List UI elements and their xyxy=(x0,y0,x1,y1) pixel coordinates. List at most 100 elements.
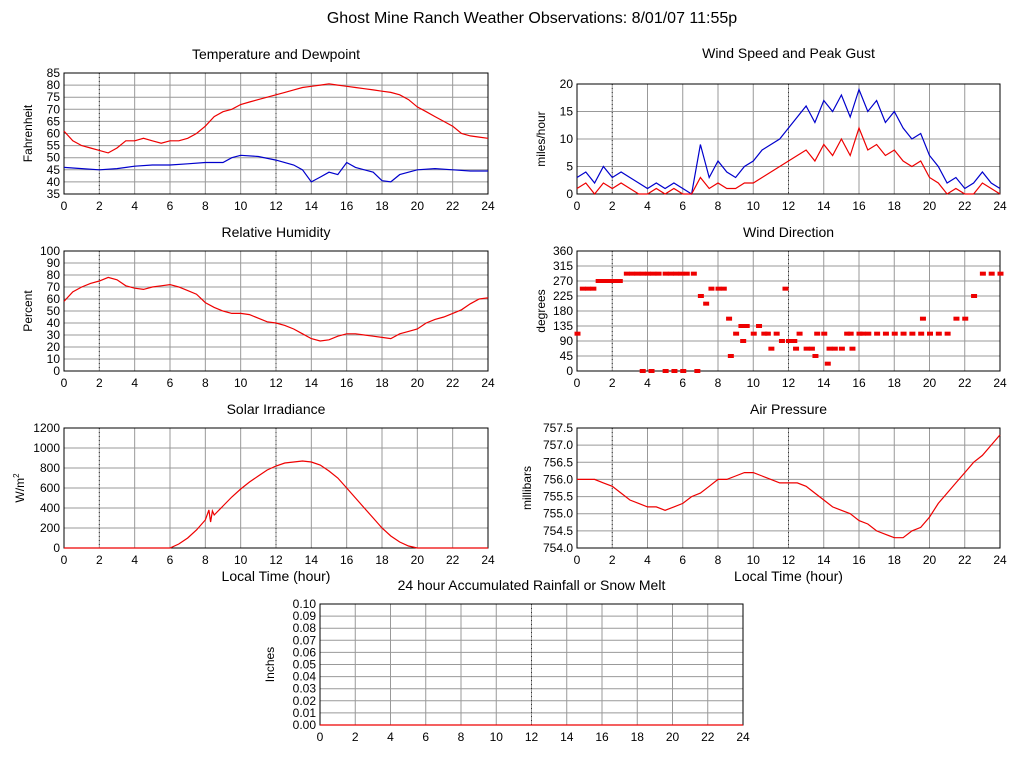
x-tick-label: 12 xyxy=(782,199,796,213)
y-tick-label: 100 xyxy=(40,244,60,258)
data-point xyxy=(683,271,690,276)
y-tick-label: 755.5 xyxy=(543,490,573,504)
data-point xyxy=(673,271,680,276)
data-point xyxy=(727,354,734,358)
data-point xyxy=(803,346,810,351)
data-point xyxy=(579,286,586,291)
plot-frame xyxy=(63,72,489,195)
plot-frame xyxy=(576,83,1001,195)
x-tick-label: 12 xyxy=(525,730,539,744)
chart-title: Relative Humidity xyxy=(222,224,331,240)
data-point xyxy=(662,271,669,276)
plot-frame xyxy=(63,250,489,372)
x-tick-label: 14 xyxy=(305,199,319,213)
y-tick-label: 756.0 xyxy=(543,472,573,486)
y-tick-label: 0.08 xyxy=(293,621,317,635)
y-tick-label: 200 xyxy=(40,521,60,535)
data-point xyxy=(574,331,581,336)
y-tick-label: 20 xyxy=(47,340,61,354)
x-tick-label: 0 xyxy=(574,376,581,390)
x-tick-label: 14 xyxy=(560,730,574,744)
data-point xyxy=(667,271,674,276)
x-tick-label: 16 xyxy=(852,376,866,390)
x-tick-label: 22 xyxy=(958,199,972,213)
x-tick-label: 22 xyxy=(958,376,972,390)
y-tick-label: 45 xyxy=(47,163,61,177)
x-tick-label: 20 xyxy=(923,376,937,390)
x-tick-label: 22 xyxy=(446,553,460,567)
data-point xyxy=(953,316,960,321)
x-tick-label: 12 xyxy=(782,376,796,390)
y-tick-label: 15 xyxy=(560,105,574,119)
data-point xyxy=(671,369,678,373)
rain-chart: 0 2 4 6 8 10 12 14 16 18 20 22 240.000.010.020.030.0… xyxy=(263,577,750,744)
y-tick-label: 0.03 xyxy=(293,682,317,696)
x-tick-label: 10 xyxy=(747,376,761,390)
y-tick-label: 0.00 xyxy=(293,718,317,732)
y-tick-label: 135 xyxy=(553,319,573,333)
x-tick-label: 10 xyxy=(747,553,761,567)
x-tick-label: 14 xyxy=(817,553,831,567)
x-tick-label: 24 xyxy=(993,553,1007,567)
data-point xyxy=(680,369,687,373)
data-point xyxy=(655,271,662,276)
x-tick-label: 24 xyxy=(993,199,1007,213)
x-tick-label: 14 xyxy=(305,376,319,390)
x-tick-label: 6 xyxy=(679,553,686,567)
x-tick-label: 24 xyxy=(481,199,495,213)
x-tick-label: 2 xyxy=(96,199,103,213)
data-point xyxy=(812,354,819,358)
x-tick-label: 10 xyxy=(234,553,248,567)
series-line-0 xyxy=(577,434,1001,539)
x-tick-label: 6 xyxy=(167,376,174,390)
data-point xyxy=(650,271,657,276)
y-tick-label: 0 xyxy=(566,187,573,201)
x-tick-label: 4 xyxy=(387,730,394,744)
y-axis-label: Percent xyxy=(21,290,35,332)
x-tick-label: 24 xyxy=(993,376,1007,390)
y-tick-label: 270 xyxy=(553,274,573,288)
y-tick-label: 90 xyxy=(47,256,61,270)
y-tick-label: 755.0 xyxy=(543,507,573,521)
y-tick-label: 1200 xyxy=(33,421,60,435)
data-point xyxy=(756,324,763,328)
data-point xyxy=(971,294,978,298)
data-point xyxy=(726,316,733,321)
y-tick-label: 20 xyxy=(560,77,574,91)
y-tick-label: 0.02 xyxy=(293,694,317,708)
data-point xyxy=(648,369,655,373)
chart-title: Temperature and Dewpoint xyxy=(192,46,360,62)
data-point xyxy=(708,286,715,291)
x-tick-label: 0 xyxy=(61,553,68,567)
x-tick-label: 2 xyxy=(352,730,359,744)
y-tick-label: 40 xyxy=(47,175,61,189)
y-tick-label: 10 xyxy=(560,132,574,146)
x-tick-label: 16 xyxy=(595,730,609,744)
x-tick-label: 0 xyxy=(574,199,581,213)
data-point xyxy=(623,271,630,276)
x-tick-label: 18 xyxy=(375,199,389,213)
x-axis-label: Local Time (hour) xyxy=(734,568,843,584)
x-tick-label: 12 xyxy=(782,553,796,567)
x-tick-label: 20 xyxy=(411,199,425,213)
y-tick-label: 0.01 xyxy=(293,706,317,720)
temp-chart: 0 2 4 6 8 10 12 14 16 18 20 22 243540455055606570758… xyxy=(21,46,495,213)
x-tick-label: 16 xyxy=(340,199,354,213)
x-tick-label: 10 xyxy=(234,376,248,390)
x-tick-label: 12 xyxy=(269,199,283,213)
data-point xyxy=(997,271,1004,276)
x-tick-label: 16 xyxy=(340,376,354,390)
x-tick-label: 6 xyxy=(167,553,174,567)
data-point xyxy=(750,331,757,336)
y-tick-label: 70 xyxy=(47,280,61,294)
data-point xyxy=(865,331,872,336)
x-tick-label: 24 xyxy=(481,376,495,390)
data-point xyxy=(860,331,867,336)
x-tick-label: 8 xyxy=(202,376,209,390)
x-tick-label: 16 xyxy=(852,199,866,213)
x-tick-label: 2 xyxy=(96,553,103,567)
y-tick-label: 754.0 xyxy=(543,541,573,555)
y-tick-label: 65 xyxy=(47,114,61,128)
